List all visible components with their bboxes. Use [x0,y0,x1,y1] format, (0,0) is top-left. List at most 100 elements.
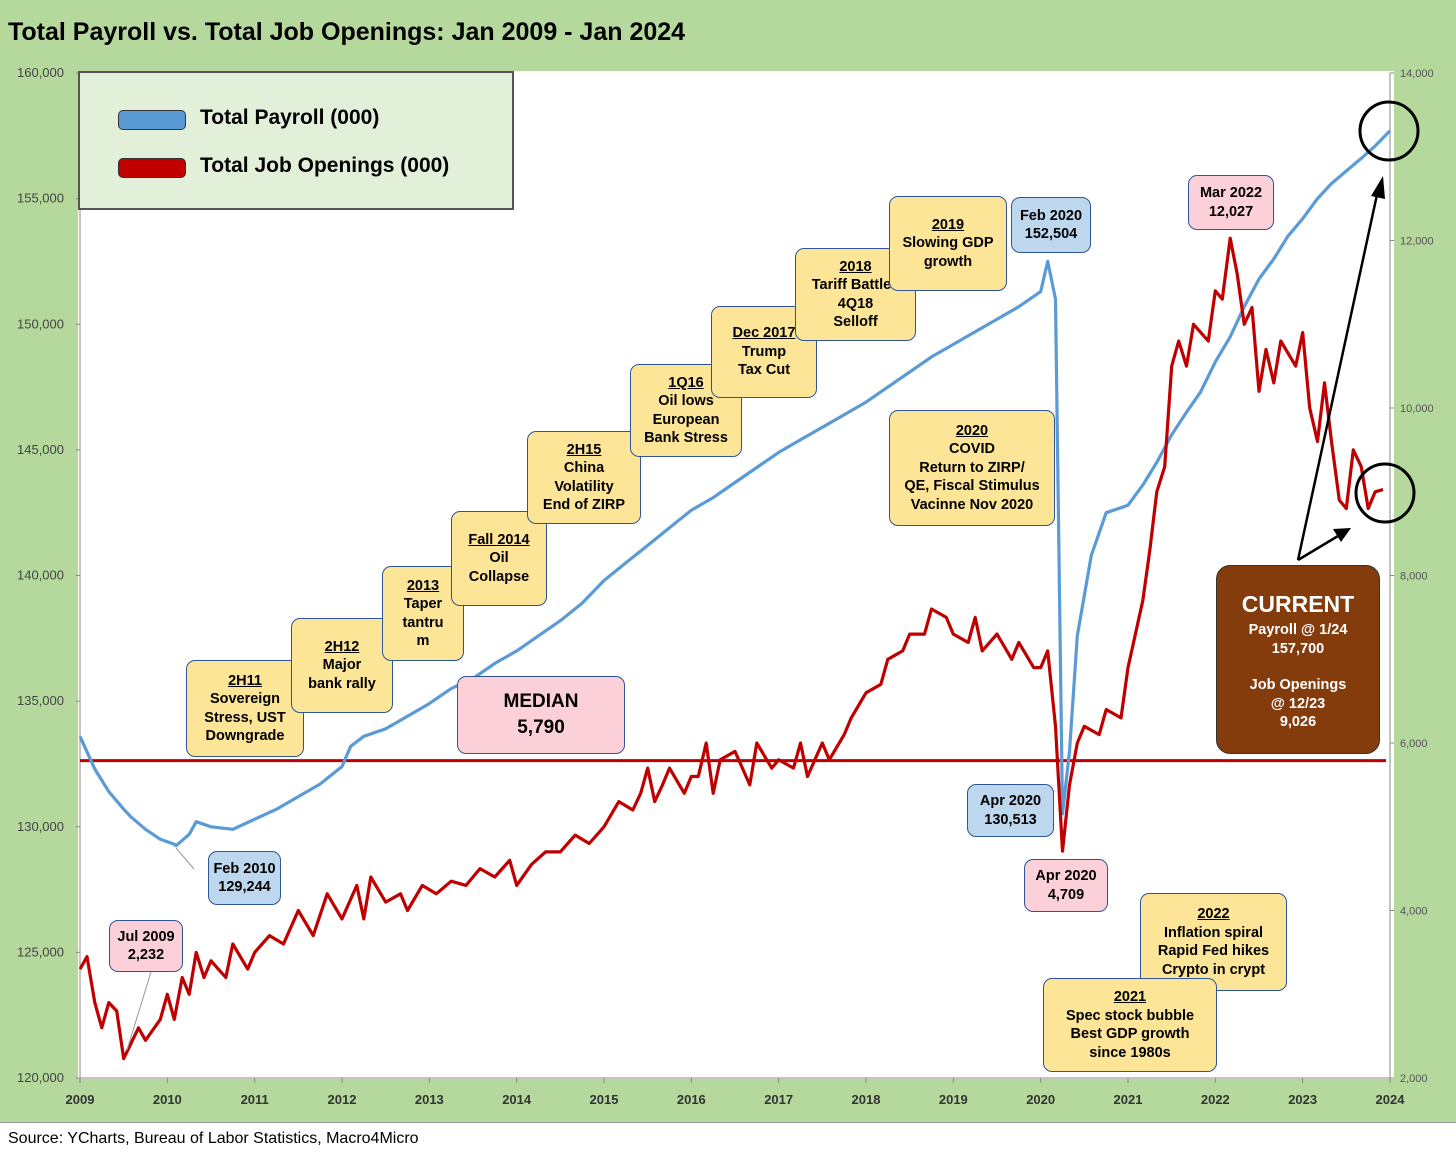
arrow-to-payroll-head [1371,176,1385,199]
annotation-2013-line: m [416,633,430,649]
annotation-apr-2020-payroll-value: 130,513 [984,811,1037,828]
legend-label-openings: Total Job Openings (000) [200,154,450,177]
annotation-current: CURRENT Payroll @ 1/24 157,700 Job Openi… [1216,565,1380,754]
y-left-tick-label: 145,000 [17,442,64,457]
annotation-2022-line: Rapid Fed hikes [1157,943,1270,959]
annotation-feb-2010-date: Feb 2010 [213,860,276,877]
annotation-1q16-line: Oil lows [658,393,714,409]
annotation-dec-2017-line: Tax Cut [737,362,791,379]
annotation-2013-line: tantru [402,614,444,631]
x-tick-label: 2011 [241,1092,269,1107]
annotation-jul-2009-date: Jul 2009 [117,928,175,945]
annotation-apr-2020-openings-date: Apr 2020 [1035,868,1097,884]
annotation-2018-line: Tariff Battles [811,277,900,293]
y-left-tick-label: 160,000 [17,65,64,80]
y-right-tick-label: 2,000 [1400,1073,1428,1085]
annotation-fall-2014-head: Fall 2014 [468,531,530,548]
annotation-1q16-head: 1Q16 [668,374,704,391]
payroll-line [78,129,1392,848]
annotation-current-line: Payroll @ 1/24 [1248,622,1348,639]
annotation-2h15-line: China [563,460,605,476]
annotation-2013: 2013 Taper tantru m [382,566,464,661]
annotation-feb-2010: Feb 2010 129,244 [208,851,281,905]
annotation-2020-head: 2020 [955,422,989,439]
annotation-2020-line: Vacinne Nov 2020 [910,496,1034,513]
annotation-fall-2014: Fall 2014 Oil Collapse [451,511,547,606]
y-left-tick-label: 140,000 [17,568,64,583]
x-tick-label: 2020 [1026,1092,1055,1107]
x-tick-label: 2010 [153,1092,182,1107]
annotation-2h11-line: Downgrade [205,728,285,744]
annotation-median: MEDIAN 5,790 [457,676,625,754]
x-tick-label: 2014 [502,1092,532,1107]
y-left-tick-label: 135,000 [17,693,64,708]
y-left-tick-label: 120,000 [17,1070,64,1085]
y-right-tick-label: 8,000 [1400,571,1428,583]
annotation-2018-head: 2018 [839,258,872,275]
annotation-2021-line: Spec stock bubble [1065,1007,1195,1024]
annotation-2h11-line: Sovereign [209,691,281,707]
annotation-median-label: MEDIAN [503,691,579,712]
annotation-feb-2020-date: Feb 2020 [1019,207,1083,224]
annotation-1q16-line: Bank Stress [644,430,728,446]
x-tick-label: 2015 [590,1092,619,1107]
annotation-current-title: CURRENT [1241,591,1355,618]
y-right-tick-label: 12,000 [1400,236,1434,248]
annotation-feb-2010-value: 129,244 [218,879,271,895]
y-left-tick-label: 125,000 [17,944,64,959]
annotation-dec-2017-line: Trump [741,343,787,360]
annotation-2h12-head: 2H12 [324,638,360,655]
annotation-feb-2020: Feb 2020 152,504 [1011,197,1091,253]
highlight-circle-payroll [1358,100,1420,162]
annotation-current-line: 157,700 [1271,640,1325,657]
annotation-2022-line: Inflation spiral [1163,924,1264,941]
annotation-2022-head: 2022 [1197,906,1230,922]
annotation-fall-2014-line: Oil [489,550,509,567]
annotation-2h11-head: 2H11 [228,672,262,689]
annotation-feb-2020-value: 152,504 [1024,226,1078,242]
annotation-2h11: 2H11 Sovereign Stress, UST Downgrade [186,660,304,757]
annotation-2h12: 2H12 Major bank rally [291,618,393,713]
x-tick-label: 2016 [677,1092,706,1107]
annotation-dec-2017-head: Dec 2017 [732,325,796,342]
openings-line [78,236,1384,1061]
annotation-jul-2009: Jul 2009 2,232 [109,920,183,972]
annotation-2h12-line: bank rally [308,675,376,692]
annotation-apr-2020-openings-value: 4,709 [1047,886,1085,903]
y-right-tick-label: 10,000 [1400,403,1434,415]
y-left-tick-label: 130,000 [17,819,64,834]
arrow-to-payroll-shaft [1296,189,1380,561]
annotation-2020-line: COVID [949,441,995,458]
x-tick-label: 2018 [852,1092,881,1107]
annotation-2022: 2022 Inflation spiral Rapid Fed hikes Cr… [1140,893,1287,991]
arrow-to-openings-head [1333,528,1351,542]
feb-2010-leader [175,847,195,870]
jul-2009-leader [126,971,152,1051]
x-tick-label: 2013 [415,1092,444,1107]
annotation-1q16-line: European [652,411,720,428]
annotation-fall-2014-line: Collapse [468,568,530,585]
x-tick-label: 2022 [1201,1092,1230,1107]
annotation-2018-line: 4Q18 [837,295,874,312]
chart-title: Total Payroll vs. Total Job Openings: Ja… [8,18,686,46]
annotation-apr-2020-payroll-date: Apr 2020 [979,793,1042,809]
legend: Total Payroll (000) Total Job Openings (… [78,71,514,210]
annotation-median-value: 5,790 [517,717,565,738]
x-tick-label: 2021 [1114,1092,1143,1107]
annotation-jul-2009-value: 2,232 [127,947,165,963]
annotation-2019-line: Slowing GDP [902,235,994,252]
x-tick-label: 2012 [328,1092,357,1107]
legend-swatch-payroll [118,110,186,130]
annotation-2020: 2020 COVID Return to ZIRP/ QE, Fiscal St… [889,410,1055,526]
annotation-2h15-head: 2H15 [566,441,602,458]
annotation-2018-line: Selloff [833,314,878,330]
annotation-2h11-line: Stress, UST [204,709,286,726]
annotation-mar-2022: Mar 2022 12,027 [1188,175,1274,230]
x-tick-label: 2017 [764,1092,793,1107]
source-note: Source: YCharts, Bureau of Labor Statist… [8,1130,419,1147]
annotation-2021-line: since 1980s [1089,1044,1171,1061]
annotation-2022-line: Crypto in crypt [1161,961,1266,978]
legend-swatch-openings [118,158,186,178]
annotation-current-line: 9,026 [1279,714,1317,731]
